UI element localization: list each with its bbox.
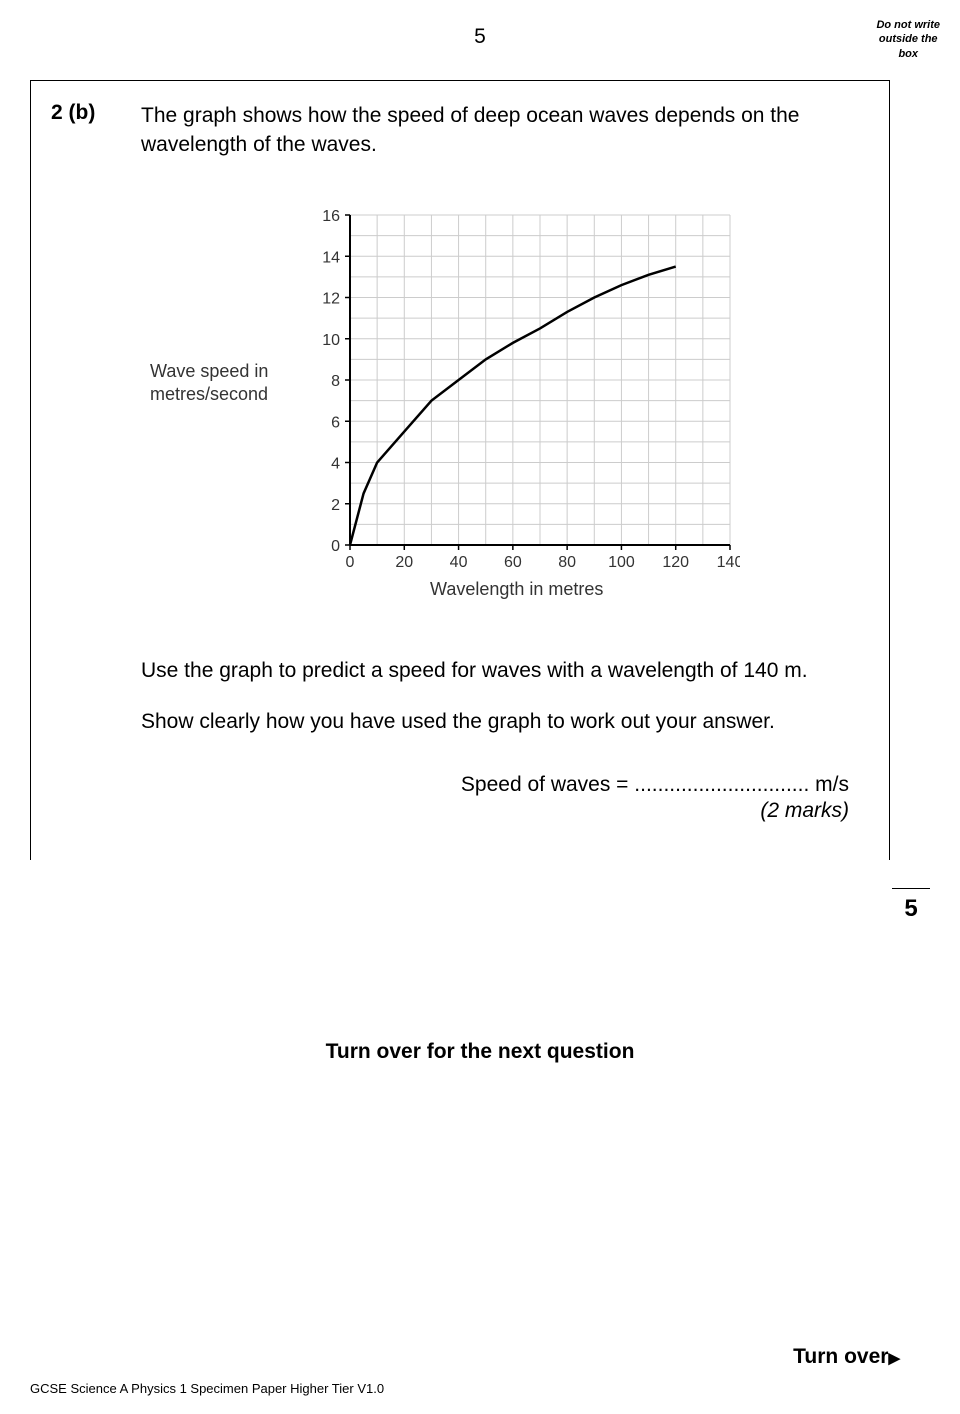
question-number: 2 (b): [51, 101, 95, 125]
instruction-1: Use the graph to predict a speed for wav…: [141, 655, 859, 687]
svg-text:0: 0: [346, 554, 355, 571]
marks-text: (2 marks): [61, 799, 859, 823]
svg-text:80: 80: [558, 554, 576, 571]
answer-prefix: Speed of waves =: [461, 773, 634, 796]
answer-dots: ..............................: [634, 773, 809, 796]
svg-text:4: 4: [331, 455, 340, 472]
svg-text:16: 16: [322, 208, 340, 225]
svg-text:2: 2: [331, 497, 340, 514]
answer-unit: m/s: [809, 773, 849, 796]
margin-line-2: outside the: [876, 32, 940, 46]
svg-text:14: 14: [322, 249, 340, 266]
svg-text:20: 20: [395, 554, 413, 571]
svg-text:60: 60: [504, 554, 522, 571]
question-container: 2 (b) The graph shows how the speed of d…: [30, 80, 890, 860]
turn-over-next: Turn over for the next question: [326, 1040, 635, 1064]
svg-text:10: 10: [322, 332, 340, 349]
wave-speed-chart: Wave speed inmetres/second 0204060801001…: [150, 205, 770, 605]
turn-over: Turn over▶: [793, 1345, 900, 1369]
margin-line-1: Do not write: [876, 18, 940, 32]
question-prompt: The graph shows how the speed of deep oc…: [141, 101, 859, 160]
instruction-2: Show clearly how you have used the graph…: [141, 706, 859, 738]
page-number: 5: [474, 25, 486, 49]
answer-line: Speed of waves = .......................…: [61, 773, 859, 797]
svg-text:120: 120: [662, 554, 689, 571]
svg-text:100: 100: [608, 554, 635, 571]
y-axis-label: Wave speed inmetres/second: [150, 360, 268, 407]
x-axis-label: Wavelength in metres: [430, 579, 603, 600]
svg-text:40: 40: [450, 554, 468, 571]
svg-text:0: 0: [331, 538, 340, 555]
svg-text:8: 8: [331, 373, 340, 390]
turn-over-text: Turn over: [793, 1345, 888, 1368]
svg-text:140: 140: [717, 554, 740, 571]
footer-text: GCSE Science A Physics 1 Specimen Paper …: [30, 1381, 384, 1396]
margin-line-3: box: [876, 47, 940, 61]
svg-text:6: 6: [331, 414, 340, 431]
arrow-icon: ▶: [888, 1350, 900, 1367]
margin-note: Do not write outside the box: [876, 18, 940, 61]
chart-svg: 0 20 40 60 80 100 120 140 0 2 4 6 8 10 12 14 16: [310, 205, 740, 585]
total-marks-box: 5: [892, 888, 930, 928]
svg-text:12: 12: [322, 290, 340, 307]
